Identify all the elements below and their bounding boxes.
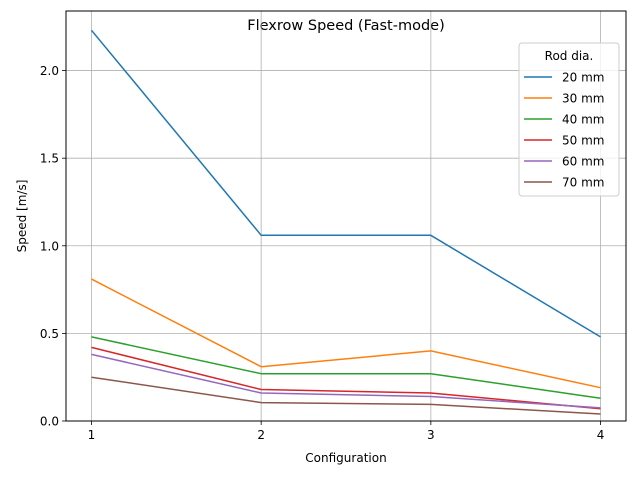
y-tick-label: 2.0 <box>40 64 59 78</box>
x-axis-label: Configuration <box>305 451 386 465</box>
x-tick-label: 2 <box>257 428 265 442</box>
y-tick-label: 0.0 <box>40 415 59 429</box>
series-lines <box>90 29 601 415</box>
series-line-5 <box>91 353 601 409</box>
legend-frame <box>518 42 620 197</box>
legend-label: 70 mm <box>562 176 604 190</box>
series-line-4 <box>91 346 601 410</box>
series-line-2 <box>91 278 601 389</box>
y-tick-label: 0.5 <box>40 327 59 341</box>
legend-label: 20 mm <box>562 71 604 85</box>
legend-label: 60 mm <box>562 155 604 169</box>
legend: Rod dia. 20 mm 30 mm 40 mm 50 mm 60 mm 70 mm <box>518 42 620 197</box>
plot-frame <box>65 10 627 422</box>
legend-title: Rod dia. <box>545 49 594 63</box>
legend-label: 40 mm <box>562 113 604 127</box>
x-tick-label: 4 <box>597 428 605 442</box>
y-tick-label: 1.0 <box>40 239 59 253</box>
legend-label: 30 mm <box>562 92 604 106</box>
series-line-6 <box>91 376 601 415</box>
series-line-1 <box>90 29 601 338</box>
y-tick-label: 1.5 <box>40 152 59 166</box>
chart-title: Flexrow Speed (Fast-mode) <box>247 18 444 34</box>
legend-label: 50 mm <box>562 134 604 148</box>
axis-ticks: 1 2 3 4 0.0 0.5 1.0 1.5 2.0 <box>40 64 604 442</box>
y-axis-label: Speed [m/s] <box>15 180 29 253</box>
series-line-3 <box>91 336 601 399</box>
x-tick-label: 1 <box>88 428 96 442</box>
x-tick-label: 3 <box>427 428 435 442</box>
